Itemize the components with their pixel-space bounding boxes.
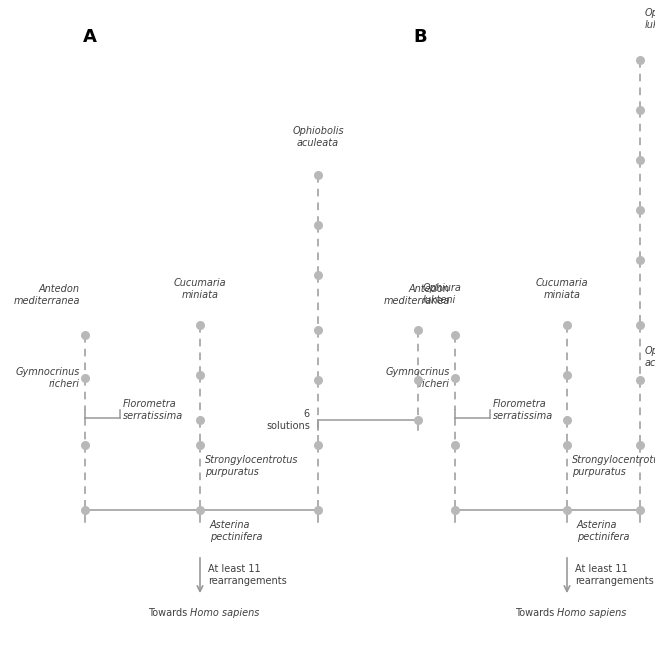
Text: A: A — [83, 28, 97, 46]
Text: Cucumaria
miniata: Cucumaria miniata — [174, 278, 227, 300]
Text: Antedon
mediterranea: Antedon mediterranea — [14, 284, 80, 306]
Text: Ophiobolis
aculeata: Ophiobolis aculeata — [292, 126, 344, 148]
Text: Ophiura
lukteni: Ophiura lukteni — [423, 284, 462, 305]
Text: Gymnocrinus
richeri: Gymnocrinus richeri — [386, 368, 450, 389]
Text: Gymnocrinus
richeri: Gymnocrinus richeri — [16, 368, 80, 389]
Text: Florometra
serratissima: Florometra serratissima — [493, 399, 553, 421]
Text: Asterina
pectinifera: Asterina pectinifera — [210, 520, 263, 541]
Text: Strongylocentrotus
purpuratus: Strongylocentrotus purpuratus — [205, 455, 299, 477]
Text: Asterina
pectinifera: Asterina pectinifera — [577, 520, 629, 541]
Text: Ophiobolis
aculeata: Ophiobolis aculeata — [645, 346, 655, 368]
Text: B: B — [413, 28, 427, 46]
Text: Florometra
serratissima: Florometra serratissima — [123, 399, 183, 421]
Text: Homo sapiens: Homo sapiens — [557, 608, 626, 618]
Text: Strongylocentrotus
purpuratus: Strongylocentrotus purpuratus — [572, 455, 655, 477]
Text: Antedon
mediterranea: Antedon mediterranea — [383, 284, 450, 306]
Text: Ophiura
lukteni: Ophiura lukteni — [645, 8, 655, 30]
Text: Cucumaria
miniata: Cucumaria miniata — [536, 278, 588, 300]
Text: At least 11
rearrangements: At least 11 rearrangements — [575, 564, 654, 586]
Text: 6
solutions: 6 solutions — [266, 409, 310, 431]
Text: Towards: Towards — [147, 608, 190, 618]
Text: Homo sapiens: Homo sapiens — [190, 608, 259, 618]
Text: Towards: Towards — [515, 608, 557, 618]
Text: At least 11
rearrangements: At least 11 rearrangements — [208, 564, 287, 586]
